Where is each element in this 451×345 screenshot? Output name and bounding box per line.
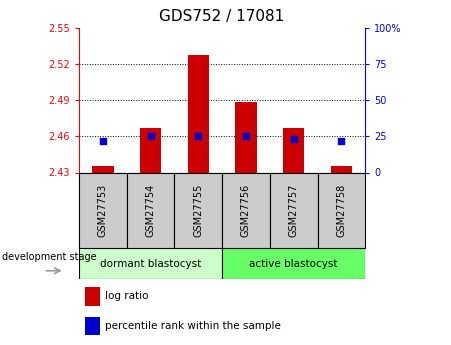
Bar (188, 55, 209, 172)
Bar (175, 172, 222, 248)
Title: GDS752 / 17081: GDS752 / 17081 (160, 9, 285, 24)
Bar (270, 172, 318, 248)
Bar (85, 317, 101, 335)
Bar (92, 167, 114, 172)
Text: GSM27753: GSM27753 (98, 184, 108, 237)
Text: GSM27757: GSM27757 (289, 184, 299, 237)
Point (195, 134, 202, 139)
Text: GSM27758: GSM27758 (336, 184, 346, 237)
Bar (235, 102, 257, 172)
Text: dormant blastocyst: dormant blastocyst (100, 259, 201, 269)
Bar (318, 172, 365, 248)
Bar (140, 128, 161, 172)
Bar (127, 172, 175, 248)
Bar (222, 172, 270, 248)
Text: log ratio: log ratio (105, 291, 148, 301)
Point (147, 134, 154, 139)
Point (99, 138, 106, 144)
Text: GSM27755: GSM27755 (193, 184, 203, 237)
Point (242, 134, 249, 139)
Text: GSM27756: GSM27756 (241, 184, 251, 237)
Text: GSM27754: GSM27754 (146, 184, 156, 237)
Bar (79, 248, 222, 279)
Text: development stage: development stage (2, 252, 96, 262)
Bar (79, 172, 127, 248)
Bar (331, 167, 352, 172)
Text: percentile rank within the sample: percentile rank within the sample (105, 321, 281, 331)
Point (338, 138, 345, 144)
Bar (222, 248, 365, 279)
Text: active blastocyst: active blastocyst (249, 259, 338, 269)
Point (290, 136, 297, 142)
Bar (85, 287, 101, 306)
Bar (283, 128, 304, 172)
